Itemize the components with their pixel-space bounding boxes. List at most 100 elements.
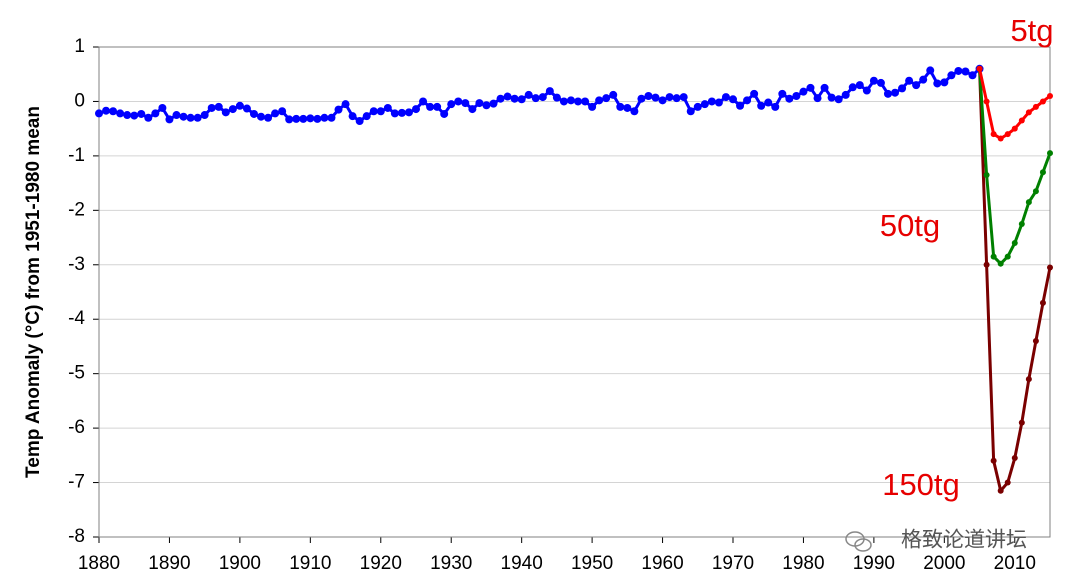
data-point [757, 101, 766, 110]
data-point [566, 96, 575, 105]
y-tick-label: 0 [74, 90, 85, 111]
data-point [743, 96, 752, 105]
data-point [404, 108, 413, 117]
data-point [813, 94, 822, 103]
x-tick-label: 1960 [641, 553, 683, 574]
data-point [271, 109, 280, 118]
data-point [1039, 169, 1046, 176]
data-point [714, 98, 723, 107]
data-point [461, 99, 470, 108]
data-point [496, 94, 505, 103]
data-point [1025, 376, 1032, 383]
y-tick-label: -8 [68, 526, 85, 547]
data-point [348, 112, 357, 121]
y-tick-label: -4 [68, 308, 85, 329]
data-point [764, 98, 773, 107]
data-point [179, 112, 188, 121]
data-point [419, 97, 428, 106]
data-point [397, 108, 406, 117]
data-point [249, 109, 258, 118]
data-point [983, 98, 990, 105]
data-point [729, 95, 737, 104]
data-point [997, 487, 1004, 494]
data-point [848, 83, 857, 92]
data-point [609, 90, 618, 99]
watermark-icon [845, 531, 872, 552]
data-point [1004, 479, 1011, 486]
x-tick-label: 1930 [430, 553, 472, 574]
data-point [341, 100, 350, 109]
data-point [1047, 93, 1053, 99]
y-tick-label: -6 [68, 417, 85, 438]
data-point [264, 113, 273, 122]
data-point [116, 109, 125, 118]
x-tick-label: 2000 [923, 553, 965, 574]
data-point [144, 113, 153, 122]
data-point [693, 102, 702, 111]
annotation: 50tg [880, 208, 940, 243]
data-point [454, 97, 463, 106]
data-point [1025, 109, 1032, 116]
y-tick-label: -5 [68, 363, 85, 384]
data-point [990, 457, 997, 464]
data-point [130, 111, 139, 120]
data-point [700, 100, 709, 109]
data-point [433, 102, 442, 111]
data-point [109, 107, 118, 116]
data-point [503, 92, 512, 101]
data-point [990, 131, 997, 138]
data-point [369, 107, 378, 116]
data-point [278, 107, 287, 116]
data-point [334, 105, 343, 114]
data-point [841, 90, 850, 99]
data-point [235, 101, 244, 110]
annotation: 5tg [1010, 13, 1053, 48]
data-point [686, 107, 695, 116]
data-point [1018, 220, 1025, 227]
data-point [552, 93, 561, 102]
data-point [721, 93, 730, 102]
data-point [750, 89, 759, 98]
data-point [285, 115, 294, 124]
data-point [355, 117, 364, 126]
data-point [574, 97, 583, 106]
data-point [383, 103, 392, 112]
data-point [665, 93, 674, 102]
data-point [517, 95, 526, 104]
data-point [799, 87, 808, 96]
data-point [1039, 299, 1046, 306]
data-point [362, 112, 371, 121]
data-point [855, 81, 864, 90]
data-point [426, 102, 435, 111]
data-point [320, 113, 329, 122]
data-point [468, 105, 477, 114]
data-point [257, 112, 266, 121]
data-point [1018, 117, 1025, 124]
data-point [672, 94, 681, 103]
data-point [869, 76, 878, 85]
data-point [228, 105, 237, 114]
data-point [313, 114, 322, 123]
data-point [510, 94, 519, 103]
data-point [827, 93, 836, 102]
data-point [679, 93, 688, 102]
data-point [707, 97, 716, 106]
data-point [158, 103, 167, 112]
data-point [637, 94, 646, 103]
data-point [912, 81, 921, 90]
x-tick-label: 1890 [148, 553, 190, 574]
data-point [242, 104, 251, 113]
data-point [595, 96, 604, 105]
x-tick-label: 1970 [712, 553, 754, 574]
data-point [475, 99, 484, 108]
data-point [390, 109, 399, 118]
data-point [658, 96, 667, 105]
data-point [172, 111, 181, 120]
data-point [785, 94, 794, 103]
data-point [327, 113, 336, 122]
data-point [834, 95, 843, 104]
data-point [983, 261, 990, 268]
data-point [947, 71, 956, 80]
data-point [1032, 103, 1039, 110]
